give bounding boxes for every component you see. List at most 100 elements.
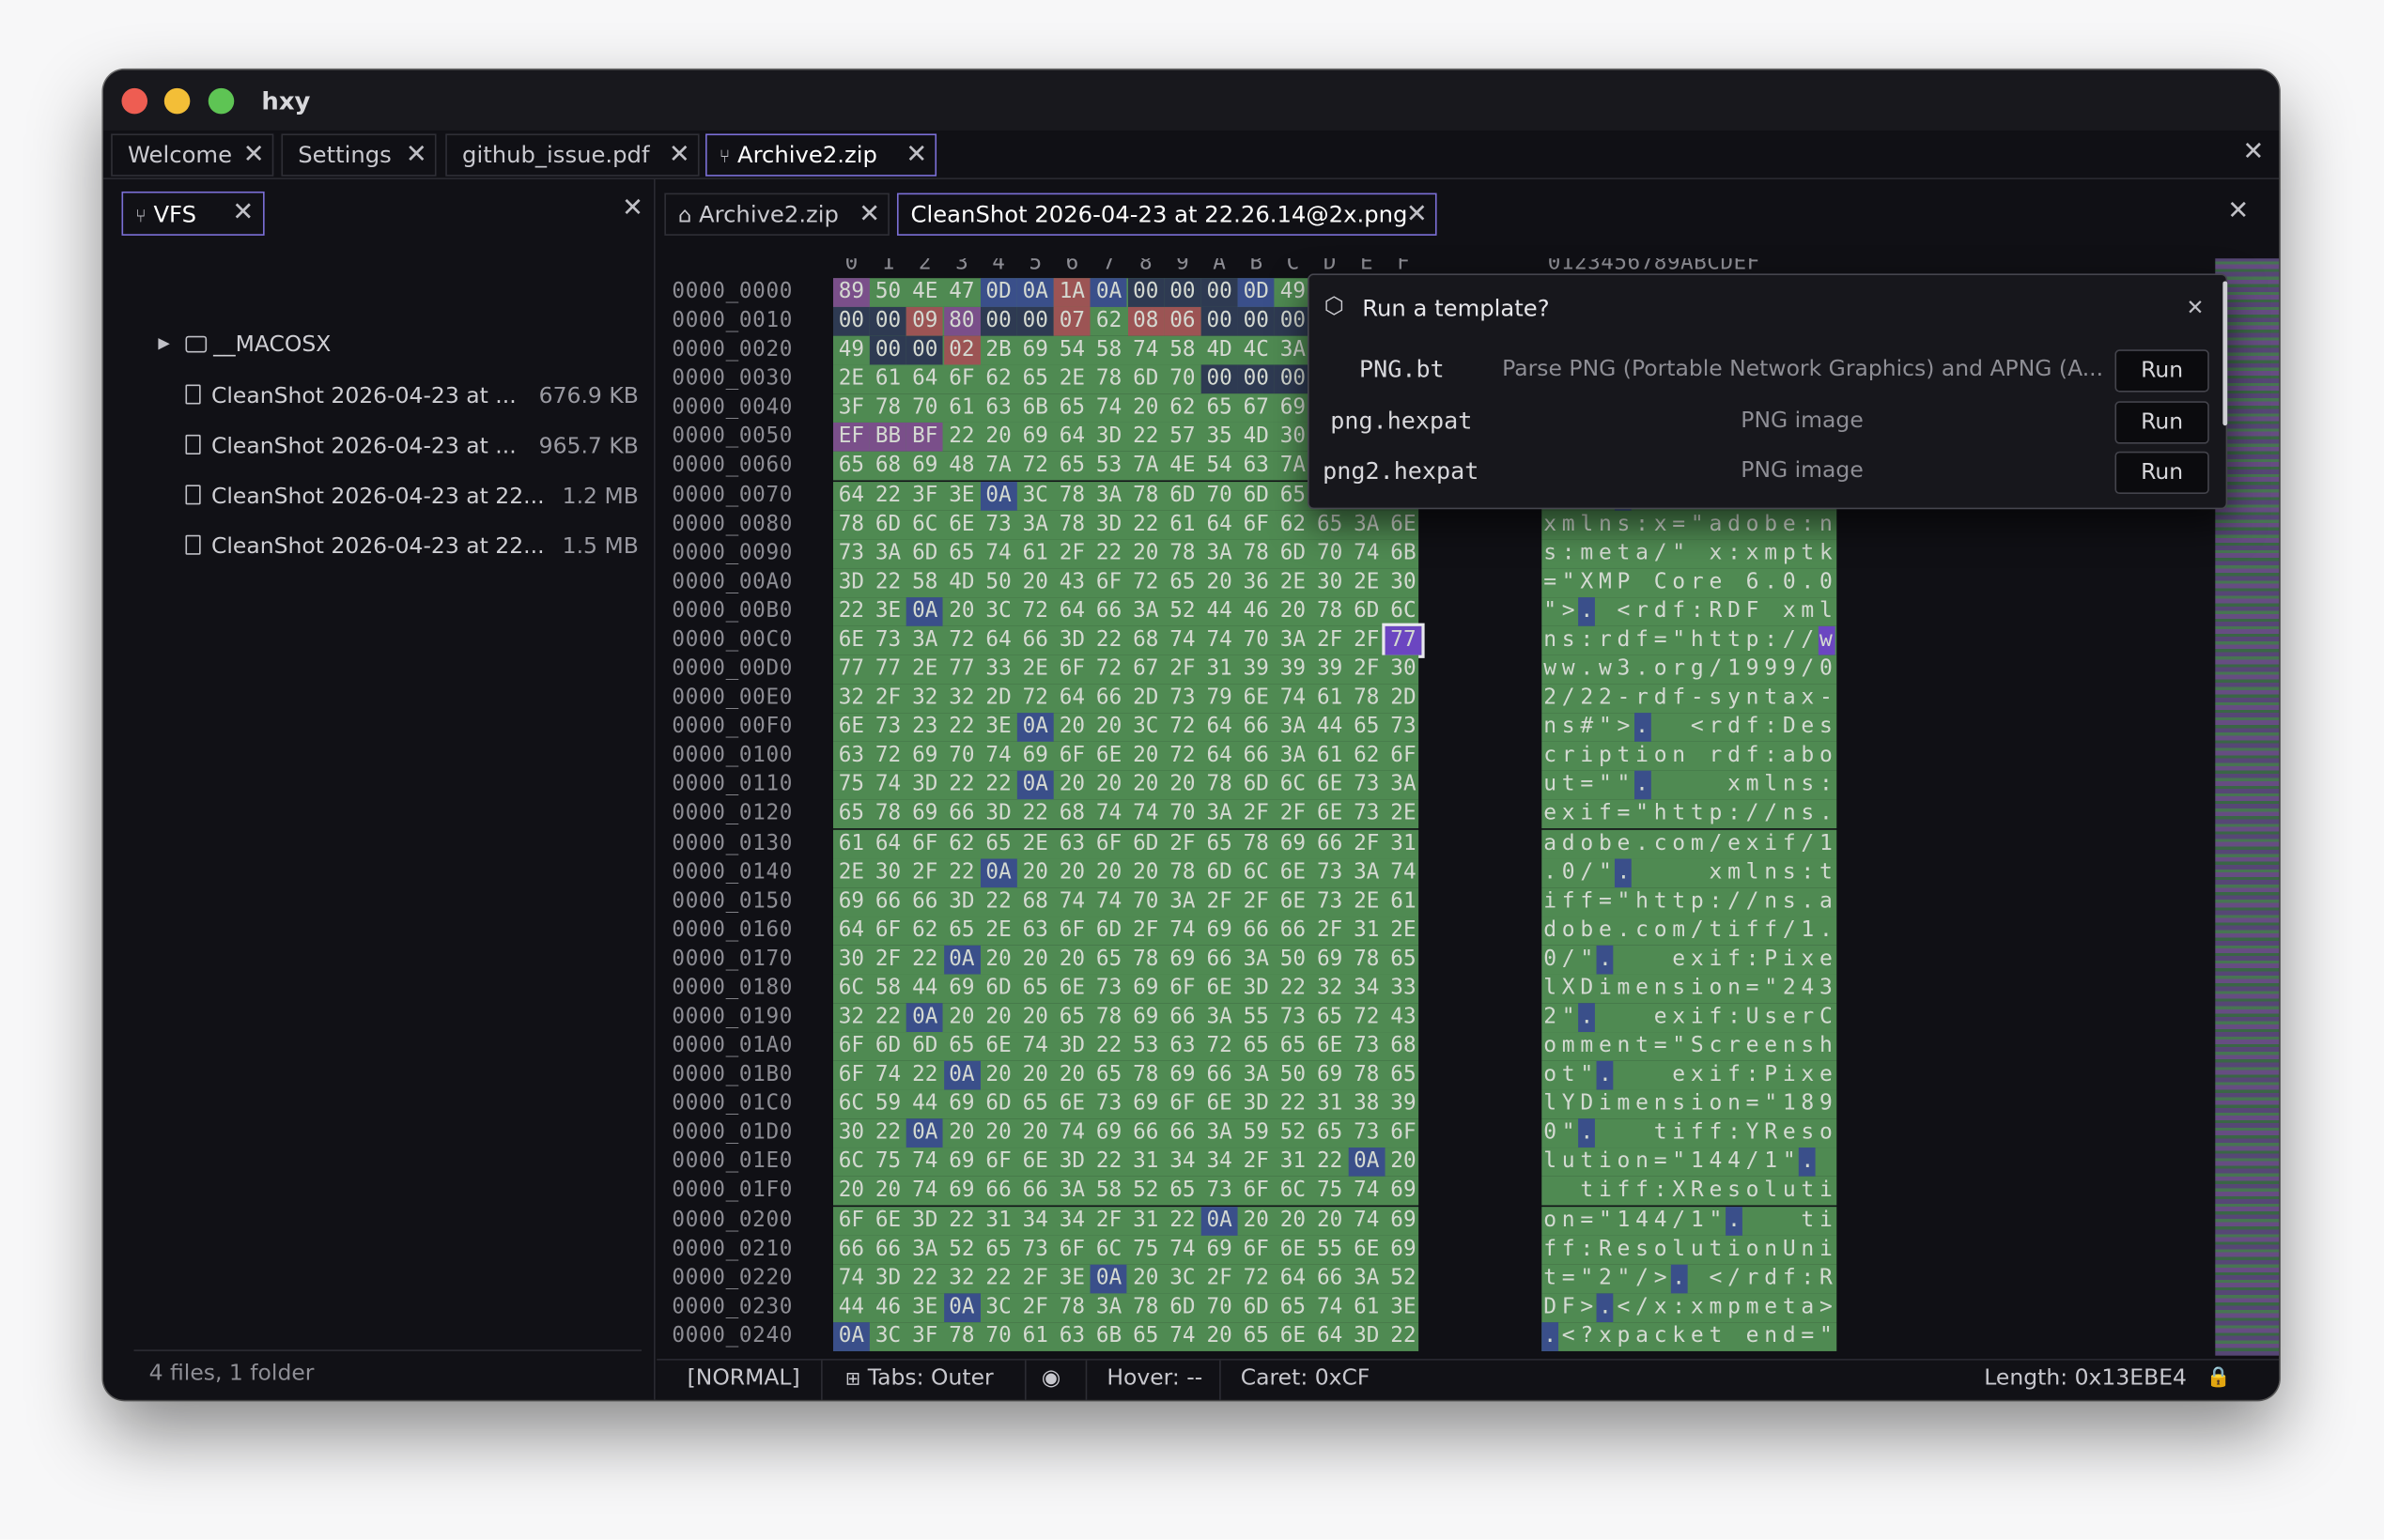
ascii-char[interactable]: o [1819, 743, 1833, 768]
hex-byte[interactable]: 66 [1316, 1265, 1343, 1290]
hex-byte[interactable]: 2E [1022, 830, 1048, 855]
ascii-char[interactable]: R [1709, 598, 1723, 624]
hex-byte[interactable]: 75 [838, 772, 865, 797]
tab-welcome[interactable]: Welcome [111, 133, 274, 177]
hex-byte[interactable]: 22 [1022, 801, 1048, 826]
hex-byte[interactable]: 70 [1169, 366, 1196, 392]
ascii-char[interactable]: f [1672, 685, 1686, 711]
hex-byte[interactable]: 3A [1206, 1120, 1232, 1146]
hex-byte[interactable]: 65 [1059, 454, 1086, 478]
hex-byte[interactable]: 74 [1354, 1178, 1380, 1204]
hex-byte[interactable]: 64 [985, 627, 1012, 653]
hex-byte[interactable]: 67 [1243, 395, 1269, 421]
hex-byte[interactable]: 4D [949, 569, 975, 594]
hex-byte[interactable]: 6D [912, 1033, 938, 1058]
ascii-char[interactable]: r [1635, 598, 1649, 624]
ascii-char[interactable]: . [1543, 859, 1557, 885]
ascii-char[interactable]: n [1543, 627, 1557, 653]
ascii-char[interactable]: m [1617, 1091, 1631, 1116]
hex-byte[interactable]: 2F [1279, 801, 1307, 826]
hex-byte[interactable]: 3D [1095, 511, 1122, 536]
ascii-char[interactable] [1818, 1148, 1834, 1178]
ascii-char[interactable]: 0 [1819, 656, 1833, 682]
ascii-char[interactable]: / [1764, 801, 1778, 826]
ascii-char[interactable] [1781, 1206, 1798, 1235]
hex-byte[interactable]: 65 [1022, 366, 1048, 392]
hex-byte[interactable]: 00 [870, 307, 906, 336]
hex-byte[interactable]: 20 [1279, 1208, 1307, 1232]
hex-byte[interactable]: 43 [1390, 1004, 1416, 1029]
ascii-char[interactable]: s [1801, 1120, 1815, 1146]
ascii-char[interactable]: x [1782, 598, 1796, 624]
hex-byte[interactable]: 3D [1059, 1033, 1086, 1058]
ascii-char[interactable]: / [1801, 627, 1815, 653]
ascii-char[interactable]: t [1819, 859, 1833, 885]
hex-byte[interactable]: 3F [912, 482, 938, 507]
ascii-char[interactable]: c [1635, 917, 1649, 943]
ascii-char[interactable]: = [1672, 511, 1686, 536]
ascii-char[interactable]: o [1745, 1178, 1759, 1204]
hex-byte[interactable]: 73 [838, 540, 865, 565]
hex-byte[interactable]: 0A [1016, 278, 1054, 307]
hex-byte[interactable]: 77 [1382, 623, 1425, 658]
hex-byte[interactable]: 74 [1390, 859, 1416, 885]
ascii-char[interactable]: f [1561, 888, 1575, 914]
hex-byte[interactable]: 6F [912, 830, 938, 855]
hex-byte[interactable]: 74 [1133, 337, 1159, 362]
hex-byte[interactable]: 65 [1022, 1091, 1048, 1116]
ascii-char[interactable]: m [1727, 859, 1741, 885]
close-icon[interactable] [906, 143, 927, 169]
hex-byte[interactable]: 3D [1095, 424, 1122, 450]
hex-byte[interactable]: 6D [985, 1091, 1012, 1116]
ascii-char[interactable]: x [1727, 772, 1741, 797]
hex-byte[interactable]: 6D [1243, 482, 1269, 507]
ascii-char[interactable]: . [1617, 917, 1631, 943]
ascii-char[interactable] [1670, 771, 1687, 800]
hex-byte[interactable]: 34 [1022, 1208, 1048, 1232]
ascii-char[interactable] [1670, 713, 1687, 742]
hex-byte[interactable]: 6D [875, 511, 902, 536]
ascii-char[interactable]: X [1672, 1178, 1686, 1204]
ascii-char[interactable]: 4 [1653, 1208, 1667, 1232]
hex-byte[interactable]: 20 [985, 947, 1012, 972]
ascii-char[interactable]: = [1801, 1323, 1815, 1348]
ascii-char[interactable]: : [1653, 1178, 1667, 1204]
hex-byte[interactable]: 3C [1169, 1265, 1196, 1290]
hex-byte[interactable]: 68 [875, 454, 902, 478]
hex-byte[interactable]: 22 [912, 1265, 938, 1290]
close-icon[interactable] [1406, 202, 1428, 228]
ascii-char[interactable]: a [1709, 511, 1723, 536]
hex-byte[interactable]: 32 [949, 1265, 975, 1290]
hex-byte[interactable]: 7A [1133, 454, 1159, 478]
hex-byte[interactable]: 6E [1390, 511, 1416, 536]
hex-byte[interactable]: 2F [875, 947, 902, 972]
hex-byte[interactable]: 72 [1095, 656, 1122, 682]
hex-byte[interactable]: 3E [1059, 1265, 1086, 1290]
ascii-char[interactable]: : [1727, 1120, 1741, 1146]
ascii-char[interactable]: 8 [1801, 1091, 1815, 1116]
ascii-char[interactable]: l [1764, 772, 1778, 797]
hex-byte[interactable]: 74 [1059, 888, 1086, 914]
ascii-char[interactable]: o [1653, 656, 1667, 682]
hex-byte[interactable]: 22 [1390, 1323, 1416, 1348]
hex-byte[interactable]: 66 [1095, 685, 1122, 711]
ascii-char[interactable]: i [1782, 947, 1796, 972]
ascii-char[interactable]: t [1653, 1120, 1667, 1146]
hex-byte[interactable]: 00 [1016, 307, 1054, 336]
hex-byte[interactable]: 0A [943, 1293, 981, 1322]
hex-byte[interactable]: 57 [1169, 424, 1196, 450]
ascii-char[interactable]: : [1727, 540, 1741, 565]
hex-byte[interactable]: 61 [1169, 511, 1196, 536]
ascii-char[interactable] [1616, 1061, 1633, 1090]
ascii-char[interactable]: i [1690, 1004, 1704, 1029]
ascii-char[interactable]: D [1782, 715, 1796, 739]
hex-byte[interactable]: 69 [838, 888, 865, 914]
hex-byte[interactable]: 69 [1390, 1236, 1416, 1261]
hex-byte[interactable]: 65 [949, 540, 975, 565]
hex-byte[interactable]: 31 [1133, 1149, 1159, 1175]
ascii-char[interactable]: / [1690, 917, 1704, 943]
ascii-char[interactable]: . [1633, 713, 1650, 743]
hex-byte[interactable]: 30 [875, 859, 902, 885]
ascii-char[interactable]: f [1561, 1236, 1575, 1261]
ascii-char[interactable]: s [1764, 1004, 1778, 1029]
